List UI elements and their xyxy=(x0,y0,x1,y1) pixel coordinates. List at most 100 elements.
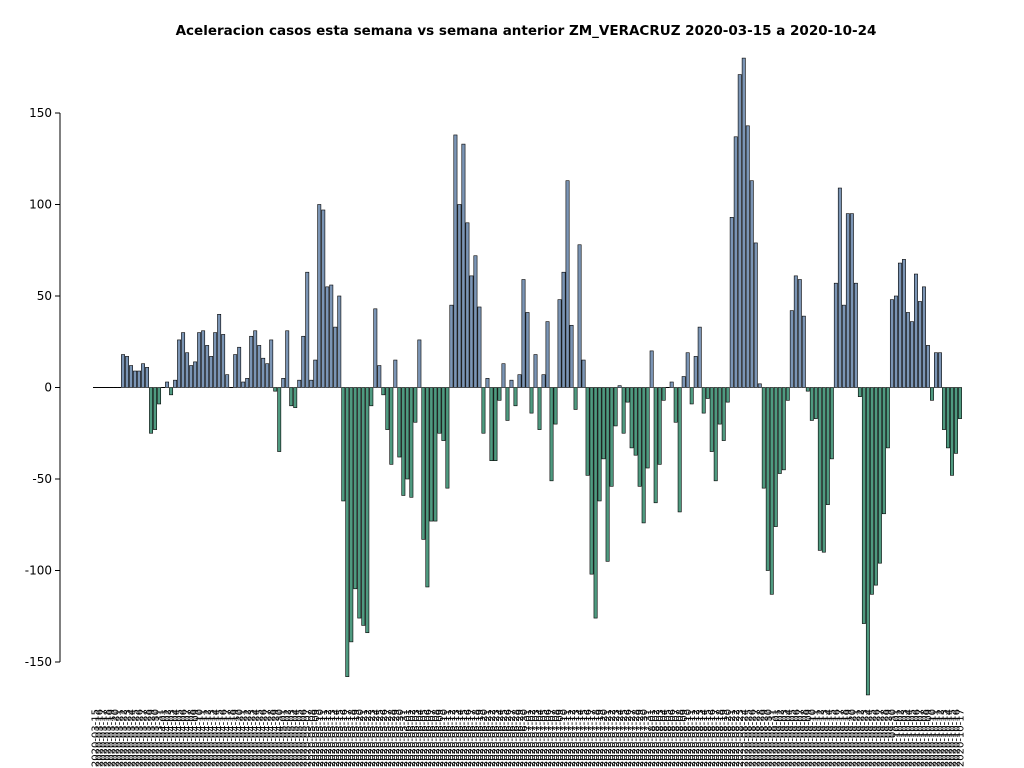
x-tick-label: 2020-05-23 xyxy=(367,709,378,767)
x-tick-label: 2020-05-28 xyxy=(387,709,398,767)
bar xyxy=(549,387,554,482)
x-tick-label: 2020-08-26 xyxy=(747,709,758,767)
x-tick-label: 2020-08-10 xyxy=(683,709,694,767)
x-tick-label: 2020-08-28 xyxy=(755,709,766,767)
x-tick-label: 2020-04-29 xyxy=(271,709,282,767)
bar xyxy=(269,339,274,388)
x-tick-label: 2020-07-31 xyxy=(643,709,654,767)
bar xyxy=(893,295,898,388)
bar xyxy=(649,350,654,388)
x-tick-label: 2020-05-25 xyxy=(375,709,386,767)
bar xyxy=(881,387,886,515)
x-tick-label: 2020-05-02 xyxy=(283,709,294,767)
bar xyxy=(721,387,726,441)
bar xyxy=(453,134,458,388)
x-tick-label: 2020-10-11 xyxy=(931,709,942,767)
x-tick-label: 2020-07-01 xyxy=(523,709,534,767)
x-tick-label: 2020-06-24 xyxy=(495,709,506,767)
x-tick-label: 2020-05-30 xyxy=(395,709,406,767)
x-tick-label: 2020-08-08 xyxy=(675,709,686,767)
x-tick-label: 2020-04-23 xyxy=(247,709,258,767)
x-tick-label: 2020-09-17 xyxy=(835,709,846,767)
bar xyxy=(946,387,950,449)
bar xyxy=(141,363,145,388)
bar xyxy=(181,332,186,388)
x-tick-label: 2020-10-17 xyxy=(956,709,967,767)
bar xyxy=(793,275,798,388)
bar xyxy=(241,381,246,388)
x-tick-label: 2020-04-11 xyxy=(199,709,210,767)
bar xyxy=(197,332,202,388)
x-tick-label: 2020-09-22 xyxy=(855,709,866,767)
bar xyxy=(253,330,258,388)
bar xyxy=(861,387,866,624)
x-tick-label: 2020-07-03 xyxy=(531,709,542,767)
x-tick-label: 2020-09-06 xyxy=(791,709,802,767)
bar xyxy=(113,387,118,388)
bar xyxy=(745,125,750,388)
x-tick-label: 2020-03-29 xyxy=(147,709,158,767)
bar xyxy=(669,381,674,388)
bar xyxy=(461,143,466,388)
bar xyxy=(930,387,934,401)
x-tick-label: 2020-08-27 xyxy=(751,709,762,767)
x-tick-label: 2020-05-19 xyxy=(351,709,362,767)
bar xyxy=(97,387,102,388)
x-tick-label: 2020-03-30 xyxy=(151,709,162,767)
x-tick-label: 2020-06-23 xyxy=(491,709,502,767)
bar xyxy=(285,330,290,388)
bar xyxy=(377,365,382,388)
bar xyxy=(497,387,502,401)
bar xyxy=(950,387,954,476)
bar xyxy=(209,356,214,388)
bar xyxy=(817,387,822,551)
bar xyxy=(517,374,522,388)
x-tick-label: 2020-08-31 xyxy=(767,709,778,767)
x-tick-label: 2020-06-13 xyxy=(451,709,462,767)
bar xyxy=(657,387,662,465)
bar xyxy=(857,387,862,397)
bar xyxy=(789,310,794,388)
x-tick-label: 2020-03-23 xyxy=(123,709,134,767)
bar xyxy=(685,352,690,388)
x-tick-label: 2020-05-09 xyxy=(311,709,322,767)
x-tick-label: 2020-04-13 xyxy=(207,709,218,767)
x-tick-label: 2020-04-07 xyxy=(183,709,194,767)
bar xyxy=(865,387,870,696)
x-tick-label: 2020-05-29 xyxy=(391,709,402,767)
x-tick-label: 2020-06-02 xyxy=(407,709,418,767)
bar xyxy=(237,346,242,388)
bar xyxy=(621,387,626,434)
x-tick-label: 2020-04-26 xyxy=(259,709,270,767)
x-tick-label: 2020-04-27 xyxy=(263,709,274,767)
bar xyxy=(233,354,238,388)
bar xyxy=(221,334,226,388)
x-tick-label: 2020-08-25 xyxy=(743,709,754,767)
x-tick-label: 2020-05-10 xyxy=(315,709,326,767)
x-tick-label: 2020-05-03 xyxy=(287,709,298,767)
x-tick-label: 2020-05-15 xyxy=(335,709,346,767)
bar xyxy=(373,308,378,388)
x-tick-label: 2020-04-18 xyxy=(227,709,238,767)
x-tick-label: 2020-08-16 xyxy=(707,709,718,767)
x-tick-label: 2020-09-07 xyxy=(795,709,806,767)
x-tick-label: 2020-07-06 xyxy=(543,709,554,767)
x-tick-label: 2020-04-06 xyxy=(179,709,190,767)
bar xyxy=(645,387,650,469)
bar xyxy=(449,304,454,388)
bar xyxy=(349,387,354,643)
bar xyxy=(693,356,698,388)
x-tick-label: 2020-07-23 xyxy=(611,709,622,767)
y-tick-label: 0 xyxy=(44,381,52,395)
bar xyxy=(577,244,582,388)
bar xyxy=(493,387,498,461)
x-tick-label: 2020-07-27 xyxy=(627,709,638,767)
bar xyxy=(661,387,666,401)
bar xyxy=(401,387,406,496)
bar xyxy=(345,387,350,677)
x-tick-label: 2020-09-23 xyxy=(859,709,870,767)
x-tick-label: 2020-08-29 xyxy=(759,709,770,767)
x-tick-label: 2020-05-16 xyxy=(339,709,350,767)
bar xyxy=(117,387,122,388)
x-tick-label: 2020-09-12 xyxy=(815,709,826,767)
